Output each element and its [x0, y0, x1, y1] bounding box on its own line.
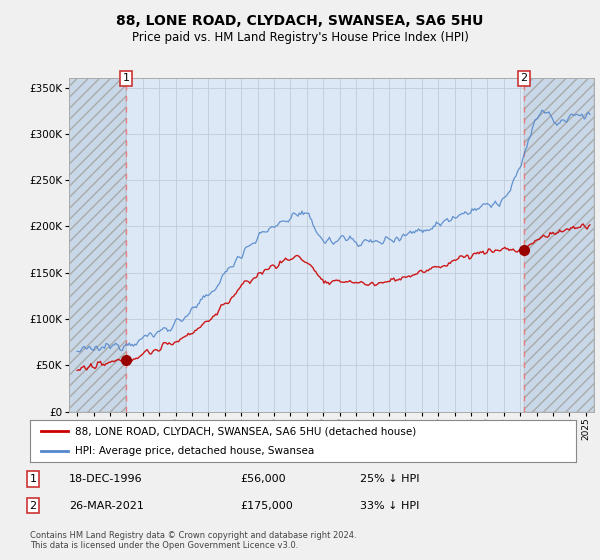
Text: 2: 2	[29, 501, 37, 511]
Text: 88, LONE ROAD, CLYDACH, SWANSEA, SA6 5HU: 88, LONE ROAD, CLYDACH, SWANSEA, SA6 5HU	[116, 14, 484, 28]
Text: HPI: Average price, detached house, Swansea: HPI: Average price, detached house, Swan…	[75, 446, 314, 456]
Text: 88, LONE ROAD, CLYDACH, SWANSEA, SA6 5HU (detached house): 88, LONE ROAD, CLYDACH, SWANSEA, SA6 5HU…	[75, 426, 416, 436]
Text: £175,000: £175,000	[240, 501, 293, 511]
Text: Contains HM Land Registry data © Crown copyright and database right 2024.
This d: Contains HM Land Registry data © Crown c…	[30, 531, 356, 550]
Bar	[524, 78, 594, 412]
Text: 25% ↓ HPI: 25% ↓ HPI	[360, 474, 419, 484]
Text: 1: 1	[122, 73, 130, 83]
Text: 18-DEC-1996: 18-DEC-1996	[69, 474, 143, 484]
Text: 2: 2	[520, 73, 527, 83]
Text: 1: 1	[29, 474, 37, 484]
Text: 26-MAR-2021: 26-MAR-2021	[69, 501, 144, 511]
Text: Price paid vs. HM Land Registry's House Price Index (HPI): Price paid vs. HM Land Registry's House …	[131, 31, 469, 44]
Text: £56,000: £56,000	[240, 474, 286, 484]
Text: 33% ↓ HPI: 33% ↓ HPI	[360, 501, 419, 511]
Bar	[69, 78, 126, 412]
